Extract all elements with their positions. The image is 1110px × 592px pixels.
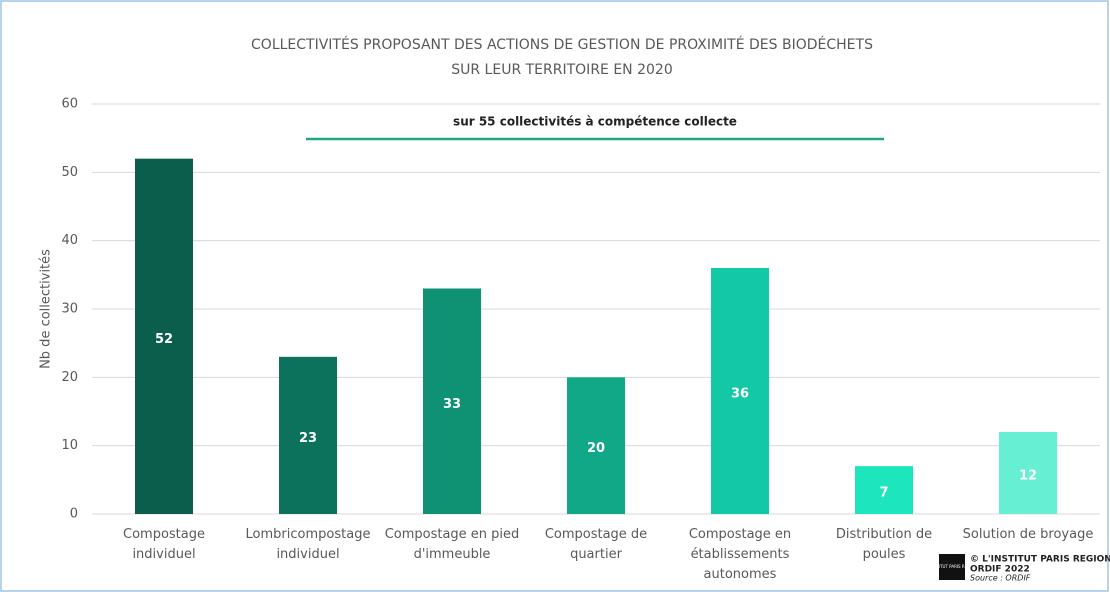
- credit: © L'INSTITUT PARIS REGION: [970, 555, 1110, 565]
- bar: [135, 158, 193, 514]
- x-tick-line: d'immeuble: [414, 547, 491, 562]
- y-tick-label: 50: [61, 165, 78, 180]
- value-label: 36: [731, 387, 749, 402]
- value-label: 52: [155, 332, 173, 347]
- x-tick-label: Distribution de poules: [836, 527, 932, 562]
- x-tick-line: Lombricompostage: [246, 527, 371, 542]
- x-tick-line: individuel: [276, 547, 339, 562]
- x-tick-line: Distribution de: [836, 527, 932, 542]
- y-tick-label: 30: [61, 302, 78, 317]
- x-tick-line: Compostage de: [545, 527, 647, 542]
- bar: [567, 377, 625, 514]
- annotation: sur 55 collectivités à compétence collec…: [453, 115, 737, 129]
- x-tick-line: poules: [863, 547, 906, 562]
- x-tick-line: Compostage en: [689, 527, 791, 542]
- x-tick-label: Compostage individuel: [123, 527, 205, 562]
- x-tick-label: Lombricompostage individuel: [246, 527, 371, 562]
- x-tick-line: Compostage: [123, 527, 205, 542]
- y-tick-label: 0: [70, 507, 78, 522]
- y-axis-label: Nb de collectivités: [39, 249, 54, 369]
- y-tick-label: 20: [61, 370, 78, 385]
- y-tick-label: 40: [61, 233, 78, 248]
- value-label: 7: [879, 486, 888, 501]
- x-tick-line: Compostage en pied: [385, 527, 520, 542]
- value-label: 12: [1019, 469, 1037, 484]
- credit: Source : ORDIF: [970, 574, 1031, 583]
- value-label: 23: [299, 431, 317, 446]
- x-tick-line: quartier: [570, 547, 623, 562]
- x-tick-label: Compostage de quartier: [545, 527, 647, 562]
- bar: [423, 288, 481, 514]
- x-tick-label: Compostage en pied d'immeuble: [385, 527, 520, 562]
- x-tick-line: établissements: [691, 547, 790, 562]
- credit: ORDIF 2022: [970, 565, 1030, 575]
- x-tick-line: autonomes: [704, 567, 777, 582]
- x-tick-line: Solution de broyage: [963, 527, 1094, 542]
- bar: [855, 466, 913, 514]
- bar: [279, 356, 337, 514]
- logo: [939, 554, 965, 580]
- logo-text: L'INSTITUT PARIS REGION: [926, 564, 977, 569]
- bar: [711, 268, 769, 514]
- y-tick-label: 60: [61, 97, 78, 112]
- x-tick-label: Solution de broyage: [963, 527, 1094, 542]
- chart-title: SUR LEUR TERRITOIRE EN 2020: [451, 62, 672, 78]
- x-tick-label: Compostage en établissements autonomes: [689, 527, 791, 582]
- chart-title: COLLECTIVITÉS PROPOSANT DES ACTIONS DE G…: [251, 36, 873, 53]
- y-tick-label: 10: [61, 438, 78, 453]
- value-label: 20: [587, 441, 605, 456]
- x-tick-line: individuel: [132, 547, 195, 562]
- value-label: 33: [443, 397, 461, 412]
- bar: [999, 432, 1057, 514]
